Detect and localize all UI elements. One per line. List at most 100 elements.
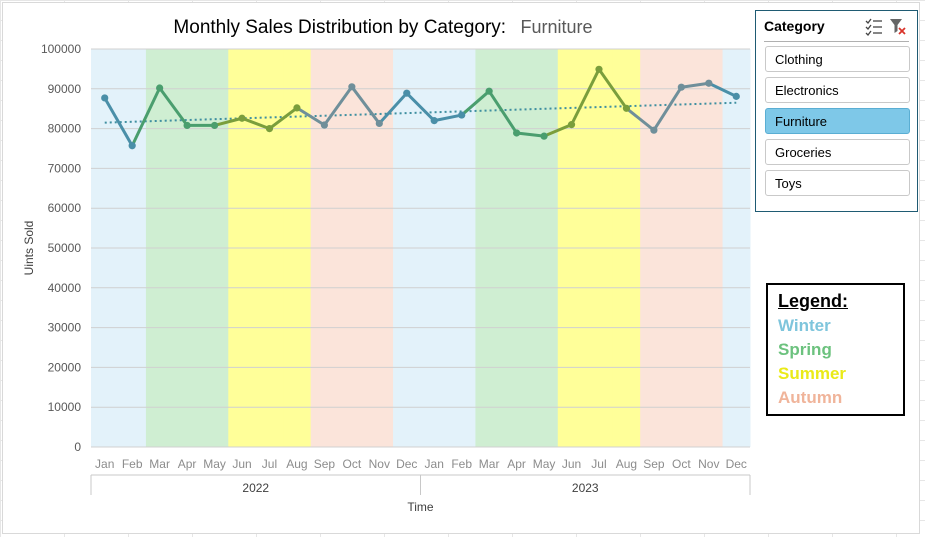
slicer-item-toys[interactable]: Toys xyxy=(765,170,910,196)
data-point xyxy=(210,121,219,130)
y-tick-label: 10000 xyxy=(48,400,82,414)
slicer-title: Category xyxy=(764,18,825,34)
y-tick-label: 20000 xyxy=(48,360,82,374)
y-axis-title: Uints Sold xyxy=(22,221,36,276)
y-tick-label: 80000 xyxy=(48,122,82,136)
data-point xyxy=(595,65,603,73)
chart-title: Monthly Sales Distribution by Category: xyxy=(173,17,507,38)
x-tick-label: Jun xyxy=(562,457,581,471)
legend-entry-summer: Summer xyxy=(778,364,847,383)
year-label: 2023 xyxy=(572,481,599,495)
data-point xyxy=(650,126,658,134)
line-chart: 0 10000 20000 30000 40000 50000 60000 70000 8000… xyxy=(22,42,751,514)
slicer-item-furniture[interactable]: Furniture xyxy=(765,108,910,134)
data-point xyxy=(375,119,383,128)
data-point xyxy=(156,84,164,92)
slicer-item-clothing[interactable]: Clothing xyxy=(765,46,910,72)
series-line-segment xyxy=(624,106,656,132)
series-line-segment xyxy=(103,96,134,148)
data-point xyxy=(293,104,301,112)
legend-entry-winter: Winter xyxy=(778,316,831,335)
series-line-segment xyxy=(515,131,546,138)
x-tick-label: May xyxy=(533,457,556,471)
legend-entry-spring: Spring xyxy=(778,340,832,359)
x-tick-label: Oct xyxy=(672,457,691,471)
year-label: 2022 xyxy=(242,481,269,495)
data-point xyxy=(183,121,191,130)
x-tick-label: Apr xyxy=(507,457,526,471)
x-tick-label: Mar xyxy=(149,457,170,471)
data-point xyxy=(320,121,328,129)
series-line-segment xyxy=(322,85,354,127)
multi-select-icon[interactable] xyxy=(865,18,883,41)
x-tick-label: Dec xyxy=(726,457,747,471)
x-tick-label: Aug xyxy=(286,457,307,471)
series-line-segment xyxy=(432,113,464,123)
data-point xyxy=(567,121,576,129)
data-point xyxy=(513,129,521,137)
slicer-header: Category xyxy=(764,18,911,40)
trendline xyxy=(104,101,737,124)
data-point xyxy=(458,111,466,119)
data-point xyxy=(403,89,411,97)
legend-title: Legend: xyxy=(778,291,848,311)
data-point xyxy=(540,132,548,140)
data-point xyxy=(430,117,438,125)
y-tick-label: 30000 xyxy=(48,321,82,335)
series-line-segment xyxy=(707,81,738,98)
series-line-segment xyxy=(597,67,628,110)
data-point xyxy=(348,83,356,91)
x-tick-label: Jan xyxy=(95,457,114,471)
series-line-segment xyxy=(267,106,299,131)
x-tick-label: Mar xyxy=(479,457,500,471)
y-tick-label: 60000 xyxy=(48,201,82,215)
series-line-segment xyxy=(130,86,162,148)
data-point xyxy=(128,142,136,150)
series-line-segment xyxy=(570,67,601,127)
x-tick-label: Feb xyxy=(122,457,143,471)
y-tick-label: 0 xyxy=(74,440,81,454)
series-line-segment xyxy=(460,89,491,117)
x-tick-label: Jul xyxy=(262,457,277,471)
chart-title-category: Furniture xyxy=(520,17,593,37)
series-line-segment xyxy=(377,91,409,125)
x-tick-label: Sep xyxy=(643,457,665,471)
data-point xyxy=(705,79,713,87)
y-tick-label: 70000 xyxy=(48,161,82,175)
clear-filter-icon[interactable] xyxy=(889,18,907,41)
x-tick-label: Oct xyxy=(343,457,362,471)
series-line-segment xyxy=(213,116,244,127)
slicer-item-groceries[interactable]: Groceries xyxy=(765,139,910,165)
x-tick-label: Aug xyxy=(616,457,637,471)
y-tick-label: 50000 xyxy=(48,241,82,255)
series-line-segment xyxy=(405,91,436,123)
legend-entry-autumn: Autumn xyxy=(778,388,843,407)
season-legend: Legend: Winter Spring Summer Autumn xyxy=(766,283,905,416)
slicer-divider xyxy=(764,41,909,42)
series-line-segment xyxy=(542,123,574,138)
data-point xyxy=(265,125,274,133)
x-tick-label: Feb xyxy=(451,457,472,471)
x-axis-title: Time xyxy=(407,500,434,514)
x-tick-label: May xyxy=(203,457,226,471)
x-tick-label: Jun xyxy=(232,457,251,471)
x-tick-label: Nov xyxy=(698,457,719,471)
x-tick-label: Sep xyxy=(314,457,336,471)
data-point xyxy=(101,94,109,102)
data-point xyxy=(622,104,631,112)
x-tick-label: Jul xyxy=(591,457,606,471)
series-line-segment xyxy=(679,81,711,89)
series-line-segment xyxy=(295,106,326,127)
data-point xyxy=(677,83,685,91)
x-tick-label: Apr xyxy=(178,457,197,471)
y-tick-label: 40000 xyxy=(48,281,82,295)
data-point xyxy=(732,92,740,100)
series-line-segment xyxy=(652,85,683,132)
data-point xyxy=(485,87,493,95)
category-slicer[interactable]: Category Clothing Electronics Furniture … xyxy=(755,10,918,212)
x-tick-label: Nov xyxy=(369,457,390,471)
y-tick-label: 100000 xyxy=(41,42,81,56)
y-tick-label: 90000 xyxy=(48,82,82,96)
series-line-segment xyxy=(240,116,271,131)
slicer-item-electronics[interactable]: Electronics xyxy=(765,77,910,103)
